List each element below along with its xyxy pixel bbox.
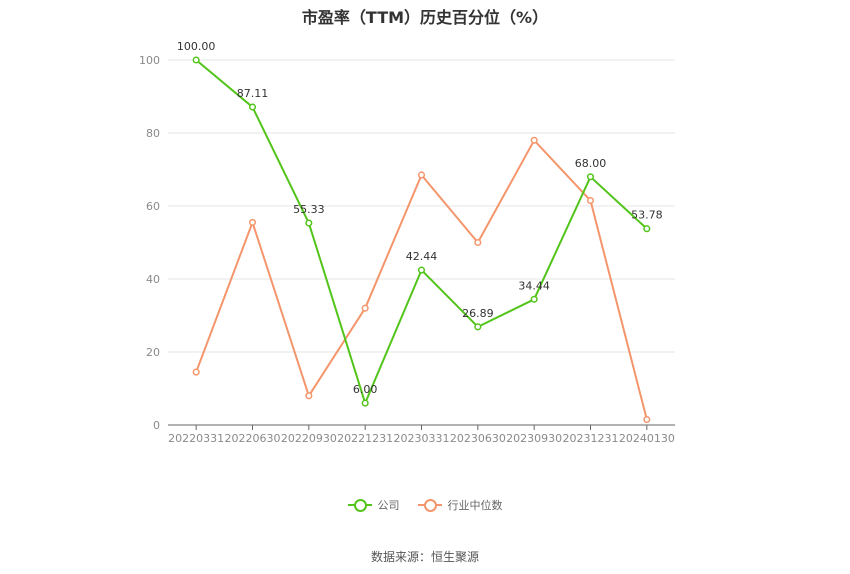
data-labels: 100.00 87.11 55.33 6.00 42.44 26.89 34.44 68.00…	[177, 40, 663, 396]
x-tick-label: 20220930	[281, 432, 337, 445]
industry-median-point	[305, 392, 313, 400]
y-tick-label: 20	[146, 346, 160, 359]
legend-swatch-industry-icon	[417, 498, 442, 512]
axes: 0 20 40 60 80 100 20220331 20220630 20220930 2022…	[139, 54, 675, 445]
x-tick-label: 20230331	[394, 432, 450, 445]
grid-lines	[168, 59, 675, 353]
company-data-label: 53.78	[631, 209, 663, 222]
industry-median-point	[248, 218, 257, 226]
company-data-label: 42.44	[406, 250, 438, 263]
x-tick-label: 20221231	[337, 432, 393, 445]
x-tick-label: 20220331	[168, 432, 224, 445]
x-tick-label: 20240130	[619, 432, 675, 445]
company-data-label: 34.44	[518, 279, 550, 292]
company-point	[417, 266, 426, 274]
x-tick-label: 20230930	[506, 432, 562, 445]
company-data-label: 100.00	[177, 40, 216, 53]
y-tick-label: 100	[139, 54, 160, 67]
legend-swatch-company-icon	[347, 498, 372, 512]
legend: 公司 行业中位数	[0, 497, 850, 513]
company-point	[643, 225, 651, 233]
y-tick-label: 60	[146, 200, 160, 213]
company-point	[530, 295, 538, 303]
industry-median-point	[417, 171, 426, 179]
company-point	[248, 103, 257, 111]
legend-label-industry-median: 行业中位数	[447, 499, 503, 512]
company-data-label: 6.00	[353, 383, 378, 396]
company-point	[586, 173, 595, 181]
x-tick-label: 20231231	[563, 432, 619, 445]
industry-median-point	[530, 136, 538, 144]
legend-label-company: 公司	[377, 499, 400, 512]
chart-plot: 0 20 40 60 80 100 20220331 20220630 20220930 2022…	[139, 40, 675, 445]
company-point	[305, 219, 313, 227]
industry-median-point	[361, 304, 369, 312]
industry-median-point	[474, 238, 482, 247]
industry-median-point	[643, 415, 651, 424]
x-tick-label: 20220630	[225, 432, 281, 445]
y-tick-label: 40	[146, 273, 160, 286]
industry-median-point	[586, 196, 595, 205]
industry-median-point	[192, 368, 200, 376]
company-point	[361, 399, 369, 407]
company-point	[474, 323, 482, 331]
company-point	[192, 56, 200, 64]
company-data-label: 87.11	[237, 87, 269, 100]
company-data-label: 68.00	[575, 157, 607, 170]
y-tick-label: 80	[146, 127, 160, 140]
y-tick-label: 0	[153, 419, 160, 432]
data-source: 数据来源：恒生聚源	[370, 550, 479, 564]
legend-item-company[interactable]: 公司	[347, 497, 400, 513]
legend-item-industry-median[interactable]: 行业中位数	[417, 497, 503, 513]
x-tick-label: 20230630	[450, 432, 506, 445]
company-data-label: 26.89	[462, 307, 494, 320]
chart-title: 市盈率（TTM）历史百分位（%）	[301, 8, 549, 27]
company-data-label: 55.33	[293, 203, 325, 216]
series-layer	[192, 56, 651, 424]
industry-median-line	[195, 139, 648, 420]
